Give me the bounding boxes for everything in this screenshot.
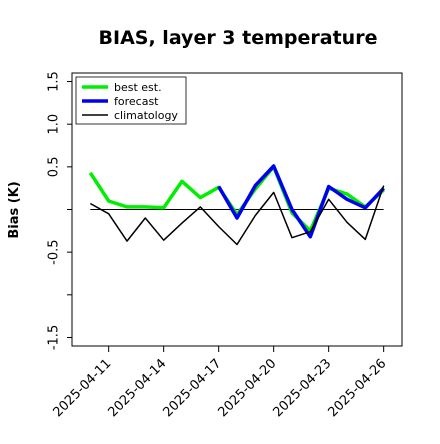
y-tick-label: -0.5 xyxy=(47,239,62,264)
legend: best est. forecast climatology xyxy=(75,76,187,125)
y-tick-label: 1.5 xyxy=(47,71,62,92)
series-line-best-est xyxy=(88,165,385,233)
y-tick-label: -1.5 xyxy=(47,325,62,350)
chart-title: BIAS, layer 3 temperature xyxy=(99,27,378,49)
legend-label-climatology: climatology xyxy=(114,109,178,122)
x-tick-label: 2025-04-26 xyxy=(325,356,389,420)
x-axis-ticks: 2025-04-112025-04-142025-04-172025-04-20… xyxy=(50,346,389,420)
series-line-forecast xyxy=(217,164,385,239)
x-tick-label: 2025-04-17 xyxy=(160,356,224,420)
series-line-climatology xyxy=(89,185,385,246)
x-tick-label: 2025-04-14 xyxy=(105,356,169,420)
y-axis-ticks: -1.5 -0.5 0.5 1.0 1.5 xyxy=(47,71,72,350)
legend-label-forecast: forecast xyxy=(114,95,159,108)
y-axis-label: Bias (K) xyxy=(7,181,22,238)
x-tick-label: 2025-04-11 xyxy=(50,356,114,420)
y-tick-label: 1.0 xyxy=(47,114,62,135)
legend-label-best-est: best est. xyxy=(114,81,162,94)
x-tick-label: 2025-04-20 xyxy=(215,356,279,420)
y-tick-label: 0.5 xyxy=(47,157,62,178)
x-tick-label: 2025-04-23 xyxy=(270,356,334,420)
series-layer xyxy=(88,164,385,246)
